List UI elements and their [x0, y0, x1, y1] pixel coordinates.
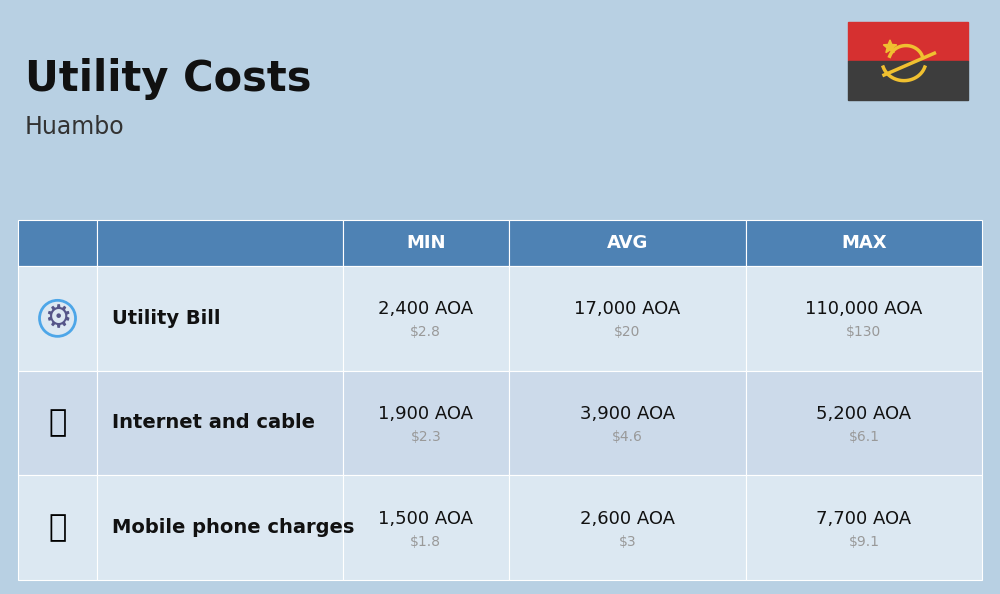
Text: 110,000 AOA: 110,000 AOA [805, 301, 923, 318]
Text: Huambo: Huambo [25, 115, 125, 139]
Bar [746, 266, 982, 371]
Text: Internet and cable: Internet and cable [112, 413, 315, 432]
Text: ⚙: ⚙ [44, 304, 71, 333]
Bar [343, 266, 509, 371]
Bar [746, 371, 982, 475]
Bar [343, 371, 509, 475]
Text: $4.6: $4.6 [612, 430, 643, 444]
Text: $20: $20 [614, 326, 640, 339]
Text: 3,900 AOA: 3,900 AOA [580, 405, 675, 423]
Text: 📶: 📶 [48, 409, 67, 438]
Bar [97, 475, 343, 580]
Bar [18, 475, 97, 580]
Text: 1,900 AOA: 1,900 AOA [378, 405, 473, 423]
Text: $2.8: $2.8 [410, 326, 441, 339]
Bar [509, 220, 746, 266]
Text: 5,200 AOA: 5,200 AOA [816, 405, 911, 423]
Text: $2.3: $2.3 [410, 430, 441, 444]
Bar [18, 220, 97, 266]
Bar [343, 475, 509, 580]
Bar [509, 371, 746, 475]
Text: AVG: AVG [607, 234, 648, 252]
Bar [18, 266, 97, 371]
Text: 1,500 AOA: 1,500 AOA [378, 510, 473, 527]
Text: 2,400 AOA: 2,400 AOA [378, 301, 473, 318]
Text: $130: $130 [846, 326, 882, 339]
Text: 2,600 AOA: 2,600 AOA [580, 510, 675, 527]
Text: 17,000 AOA: 17,000 AOA [574, 301, 680, 318]
Text: Utility Costs: Utility Costs [25, 58, 312, 100]
Bar [18, 371, 97, 475]
Bar [509, 475, 746, 580]
Bar [848, 22, 968, 61]
Bar [97, 371, 343, 475]
Text: Utility Bill: Utility Bill [112, 309, 221, 328]
Bar [97, 266, 343, 371]
Text: MIN: MIN [406, 234, 446, 252]
Bar [97, 220, 343, 266]
Bar [746, 475, 982, 580]
Text: Mobile phone charges: Mobile phone charges [112, 518, 354, 537]
Text: 📱: 📱 [48, 513, 67, 542]
Bar [343, 220, 509, 266]
Text: $3: $3 [618, 535, 636, 549]
Bar [848, 61, 968, 100]
Text: $6.1: $6.1 [848, 430, 879, 444]
Bar [509, 266, 746, 371]
Bar [746, 220, 982, 266]
Text: MAX: MAX [841, 234, 887, 252]
Text: 7,700 AOA: 7,700 AOA [816, 510, 911, 527]
Text: $9.1: $9.1 [848, 535, 879, 549]
Text: $1.8: $1.8 [410, 535, 441, 549]
Polygon shape [883, 40, 897, 53]
